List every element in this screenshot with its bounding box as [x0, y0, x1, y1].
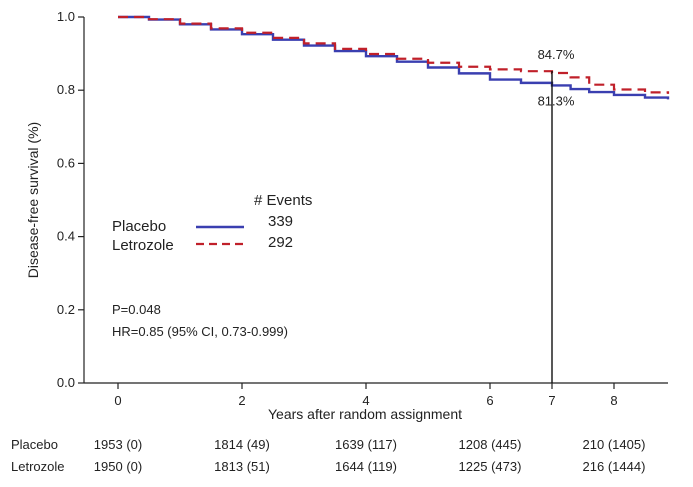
risk-table: Placebo Letrozole 1953 (0) 1814 (49) 1639 …	[11, 437, 645, 474]
y-tick-label: 0.2	[57, 302, 75, 317]
risk-cell: 210 (1405)	[583, 437, 646, 452]
legend-header: # Events	[254, 192, 312, 209]
risk-cell: 1639 (117)	[335, 437, 397, 452]
risk-cell: 216 (1444)	[583, 459, 646, 474]
legend-events-letrozole: 292	[268, 234, 293, 251]
hazard-ratio-text: HR=0.85 (95% CI, 0.73-0.999)	[112, 324, 288, 339]
x-tick-label: 8	[610, 393, 617, 408]
x-tick-label: 4	[362, 393, 369, 408]
risk-cell: 1950 (0)	[94, 459, 142, 474]
risk-cell: 1644 (119)	[335, 459, 397, 474]
legend-events-placebo: 339	[268, 213, 293, 230]
risk-row-label-letrozole: Letrozole	[11, 459, 64, 474]
y-axis-title: Disease-free survival (%)	[25, 122, 41, 278]
y-tick-label: 1.0	[57, 9, 75, 24]
legend-label-placebo: Placebo	[112, 218, 166, 235]
x-tick-label: 7	[548, 393, 555, 408]
curve-letrozole	[118, 15, 670, 94]
risk-cell: 1813 (51)	[214, 459, 270, 474]
risk-cell: 1225 (473)	[459, 459, 522, 474]
y-ticks: 0.0 0.2 0.4 0.6 0.8 1.0	[57, 9, 84, 390]
y-tick-label: 0.4	[57, 229, 75, 244]
y-tick-label: 0.6	[57, 155, 75, 170]
x-ticks: 0 2 4 6 7 8	[114, 383, 618, 408]
risk-cell: 1208 (445)	[459, 437, 522, 452]
letrozole-percent-label: 84.7%	[538, 47, 575, 62]
y-tick-label: 0.8	[57, 82, 75, 97]
x-tick-label: 6	[486, 393, 493, 408]
x-tick-label: 2	[238, 393, 245, 408]
legend-label-letrozole: Letrozole	[112, 237, 174, 254]
x-tick-label: 0	[114, 393, 121, 408]
placebo-percent-label: 81.3%	[538, 93, 575, 108]
risk-cell: 1953 (0)	[94, 437, 142, 452]
curve-placebo	[118, 15, 670, 100]
risk-row-label-placebo: Placebo	[11, 437, 58, 452]
x-axis-title: Years after random assignment	[268, 406, 462, 422]
risk-cell: 1814 (49)	[214, 437, 270, 452]
p-value-text: P=0.048	[112, 302, 161, 317]
y-tick-label: 0.0	[57, 375, 75, 390]
series-group	[118, 15, 670, 100]
